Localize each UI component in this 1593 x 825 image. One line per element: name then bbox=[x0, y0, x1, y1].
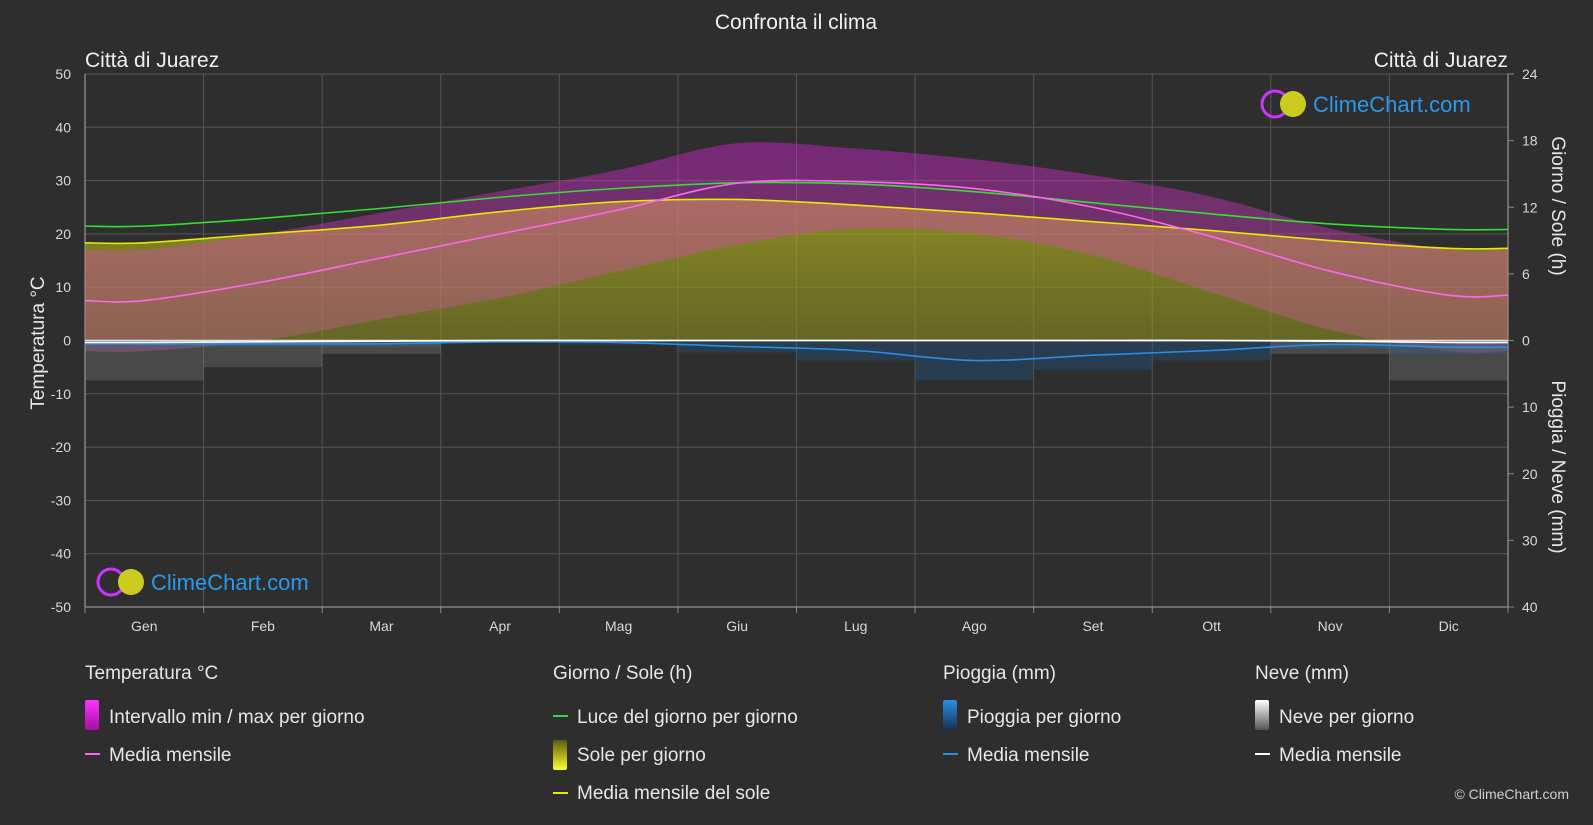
legend-temp-range: Intervallo min / max per giorno bbox=[109, 707, 365, 728]
watermark-text-top: ClimeChart.com bbox=[1313, 92, 1471, 117]
legend-temp-mean: Media mensile bbox=[109, 745, 232, 766]
x-tick-label: Set bbox=[1082, 618, 1103, 634]
location-left: Città di Juarez bbox=[85, 49, 219, 72]
legend-rain-mean: Media mensile bbox=[967, 745, 1090, 766]
temp-range-band bbox=[85, 142, 1508, 353]
legend-snow-mean: Media mensile bbox=[1279, 745, 1402, 766]
y-tick-left: 40 bbox=[55, 119, 71, 135]
copyright: © ClimeChart.com bbox=[1454, 786, 1569, 802]
y-tick-left: -40 bbox=[51, 546, 71, 562]
watermark-bottom: ClimeChart.com bbox=[96, 567, 309, 597]
legend-snow: Neve (mm) Neve per giorno Media mensile bbox=[1255, 663, 1414, 775]
y-tick-right-hours: 0 bbox=[1522, 333, 1530, 349]
y-tick-right-hours: 18 bbox=[1522, 133, 1538, 149]
legend-sun-mean: Media mensile del sole bbox=[577, 783, 771, 804]
snow-mean-line bbox=[84, 339, 1509, 344]
y-tick-right-mm: 40 bbox=[1522, 599, 1538, 615]
y-tick-left: 30 bbox=[55, 173, 71, 189]
left-axis-ticks: 50 40 30 20 10 0 -10 -20 -30 -40 -50 bbox=[51, 66, 71, 615]
y-axis-right-bottom-label: Pioggia / Neve (mm) bbox=[1547, 380, 1568, 553]
location-right: Città di Juarez bbox=[1374, 49, 1508, 72]
legend-rain-header: Pioggia (mm) bbox=[943, 663, 1056, 684]
legend-rain: Pioggia (mm) Pioggia per giorno Media me… bbox=[943, 663, 1121, 775]
chart-series bbox=[84, 142, 1509, 381]
y-tick-right-mm: 10 bbox=[1522, 399, 1538, 415]
y-tick-left: 0 bbox=[63, 333, 71, 349]
right-axis-ticks: 24 18 12 6 0 10 20 30 40 bbox=[1508, 66, 1538, 615]
x-tick-label: Ott bbox=[1202, 618, 1221, 634]
y-tick-left: 20 bbox=[55, 226, 71, 242]
daylight-line bbox=[84, 181, 1509, 231]
y-tick-left: -50 bbox=[51, 599, 71, 615]
snow-per-day-bar bbox=[203, 340, 323, 368]
x-tick-label: Apr bbox=[489, 618, 511, 634]
y-tick-right-hours: 24 bbox=[1522, 66, 1538, 82]
x-tick-label: Giu bbox=[726, 618, 748, 634]
legend-sun-per-day: Sole per giorno bbox=[577, 745, 706, 766]
logo-sun-icon bbox=[1280, 91, 1306, 117]
watermark-text-bottom: ClimeChart.com bbox=[151, 570, 309, 595]
legend-snow-per-day: Neve per giorno bbox=[1279, 707, 1415, 728]
legend-sun-header: Giorno / Sole (h) bbox=[553, 663, 693, 684]
y-tick-right-mm: 30 bbox=[1522, 532, 1538, 548]
snow-per-day-bar bbox=[1270, 340, 1390, 354]
rain-mean-line bbox=[84, 340, 1509, 362]
y-axis-right-top-label: Giorno / Sole (h) bbox=[1547, 136, 1568, 275]
legend-sun: Giorno / Sole (h) Luce del giorno per gi… bbox=[553, 663, 798, 813]
x-tick-label: Gen bbox=[131, 618, 157, 634]
y-tick-left: 50 bbox=[55, 66, 71, 82]
x-tick-label: Nov bbox=[1318, 618, 1343, 634]
legend-snow-swatch bbox=[1255, 700, 1269, 730]
legend-temp-range-swatch bbox=[85, 700, 99, 730]
y-tick-right-mm: 20 bbox=[1522, 466, 1538, 482]
snow-per-day-bar bbox=[85, 340, 204, 381]
y-tick-right-hours: 12 bbox=[1522, 199, 1538, 215]
y-tick-right-hours: 6 bbox=[1522, 266, 1530, 282]
y-tick-left: -20 bbox=[51, 439, 71, 455]
legend-temp-header: Temperatura °C bbox=[85, 663, 219, 684]
legend-swatches bbox=[85, 700, 1270, 794]
chart-title: Confronta il clima bbox=[715, 11, 878, 34]
legend-snow-header: Neve (mm) bbox=[1255, 663, 1349, 684]
temp-mean-line bbox=[84, 179, 1509, 303]
legend-rain-swatch bbox=[943, 700, 957, 730]
x-axis-ticks: Gen Feb Mar Apr Mag Giu Lug Ago Set Ott Nov Dic bbox=[131, 618, 1459, 634]
legend-rain-per-day: Pioggia per giorno bbox=[967, 707, 1122, 728]
x-tick-label: Feb bbox=[251, 618, 275, 634]
sun-mean-line bbox=[84, 198, 1509, 250]
y-tick-left: -10 bbox=[51, 386, 71, 402]
x-tick-label: Lug bbox=[844, 618, 867, 634]
x-tick-label: Mag bbox=[605, 618, 632, 634]
x-tick-label: Mar bbox=[369, 618, 393, 634]
y-tick-left: 10 bbox=[55, 279, 71, 295]
logo-sun-icon bbox=[118, 569, 144, 595]
y-axis-left-label: Temperatura °C bbox=[28, 276, 49, 409]
x-tick-label: Ago bbox=[962, 618, 987, 634]
legend-daylight: Luce del giorno per giorno bbox=[577, 707, 798, 728]
y-tick-left: -30 bbox=[51, 492, 71, 508]
legend-sun-swatch bbox=[553, 740, 567, 770]
x-tick-label: Dic bbox=[1439, 618, 1459, 634]
watermark-top: ClimeChart.com bbox=[1260, 89, 1471, 119]
legend-temperature: Temperatura °C Intervallo min / max per … bbox=[85, 663, 365, 775]
